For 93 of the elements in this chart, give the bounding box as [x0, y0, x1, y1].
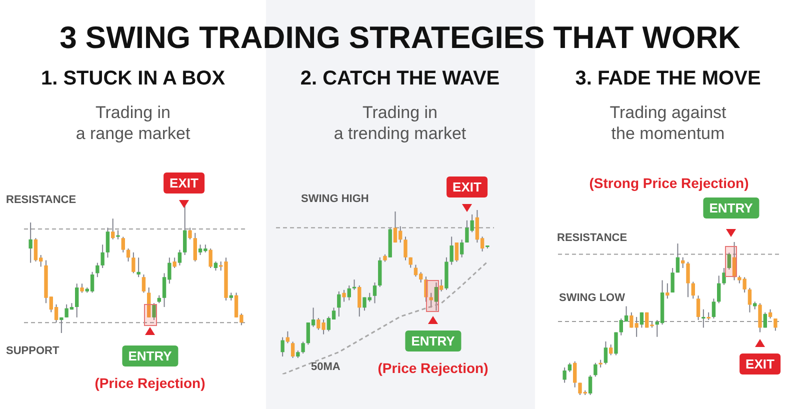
- candlestick: [578, 382, 582, 396]
- candlestick: [593, 362, 597, 378]
- candlestick: [352, 279, 356, 290]
- candlestick: [116, 230, 120, 240]
- candlestick: [152, 302, 156, 320]
- candlestick: [449, 236, 453, 266]
- candlestick: [336, 290, 340, 318]
- text: (Price Rejection): [378, 360, 488, 376]
- candlestick: [654, 320, 658, 338]
- candlestick: [424, 276, 428, 302]
- candlestick: [618, 318, 622, 336]
- candlestick: [758, 302, 762, 333]
- candlestick: [434, 282, 438, 312]
- candlestick: [428, 292, 432, 308]
- candlestick: [603, 340, 608, 365]
- candlestick: [690, 281, 694, 300]
- candlestick: [403, 236, 407, 261]
- candlestick: [120, 236, 124, 253]
- ref-line-label: SWING HIGH: [301, 193, 369, 205]
- candlestick: [608, 344, 612, 356]
- candlestick: [90, 271, 94, 294]
- candlestick: [696, 295, 700, 321]
- candlestick: [716, 275, 720, 304]
- candlestick: [64, 304, 68, 318]
- candlestick: [141, 274, 146, 294]
- candlestick: [80, 283, 84, 294]
- candlestick: [665, 282, 669, 300]
- candlestick: [639, 312, 644, 328]
- candlestick: [670, 268, 674, 293]
- chart-subtitle: Trading in a trending market: [334, 102, 466, 144]
- text: 3 SWING TRADING STRATEGIES THAT WORK: [60, 20, 740, 56]
- chart-title: 2. CATCH THE WAVE: [300, 68, 500, 90]
- candlestick: [208, 248, 212, 268]
- text: (Strong Price Rejection): [589, 175, 749, 191]
- candlestick: [762, 312, 766, 328]
- chart-subtitle: Trading in a range market: [76, 102, 190, 144]
- candlestick: [342, 289, 346, 302]
- candlestick: [346, 284, 350, 301]
- candlestick: [747, 287, 752, 313]
- candlestick: [773, 318, 777, 332]
- candlestick: [572, 360, 576, 388]
- candlestick: [675, 243, 680, 274]
- text: ENTRY: [703, 198, 759, 218]
- candlestick: [726, 252, 730, 270]
- series-label: 50MA: [311, 361, 340, 373]
- candlestick: [131, 252, 135, 274]
- text: ENTRY: [122, 346, 178, 366]
- candlestick: [59, 316, 63, 334]
- annotation: EXIT: [740, 354, 780, 374]
- candlestick: [280, 336, 284, 358]
- candlestick: [110, 218, 114, 240]
- candlestick: [213, 261, 218, 272]
- text: EXIT: [164, 172, 204, 194]
- text: (Price Rejection): [94, 375, 206, 391]
- candlestick: [459, 239, 464, 258]
- candlestick: [28, 222, 32, 264]
- ref-line-label: RESISTANCE: [557, 232, 628, 244]
- candlestick: [177, 249, 182, 266]
- candlestick: [588, 374, 592, 396]
- candlestick: [126, 248, 130, 262]
- candlestick: [100, 244, 104, 268]
- candlestick: [680, 256, 684, 269]
- candlestick: [439, 279, 443, 292]
- candlestick: [357, 284, 361, 318]
- candlestick: [362, 296, 366, 312]
- candlestick: [136, 257, 140, 278]
- candlestick: [614, 332, 618, 356]
- candlestick: [701, 308, 705, 328]
- ref-line-label: RESISTANCE: [6, 194, 76, 206]
- candlestick: [95, 262, 99, 278]
- text: EXIT: [446, 176, 488, 198]
- candlestick: [722, 268, 726, 286]
- annotation: ENTRY: [405, 330, 461, 352]
- chart-title: 3. FADE THE MOVE: [575, 68, 761, 90]
- ref-line-label: SUPPORT: [6, 345, 60, 357]
- candlestick: [732, 242, 736, 281]
- candlestick: [300, 341, 304, 354]
- candlestick: [686, 261, 690, 298]
- candlestick: [192, 232, 196, 262]
- candlestick: [105, 227, 110, 258]
- candlestick: [172, 257, 176, 268]
- candlestick: [290, 341, 294, 358]
- chart-subtitle: Trading against the momentum: [610, 102, 726, 144]
- chart-title: 1. STUCK IN A BOX: [40, 68, 226, 90]
- candlestick: [454, 242, 458, 262]
- candlestick: [768, 308, 772, 319]
- candlestick: [567, 362, 572, 373]
- candlestick: [372, 282, 376, 304]
- candlestick: [562, 366, 566, 384]
- candlestick: [711, 298, 716, 319]
- candlestick: [188, 227, 192, 240]
- ref-line-label: SWING LOW: [559, 292, 625, 304]
- candlestick: [74, 283, 78, 318]
